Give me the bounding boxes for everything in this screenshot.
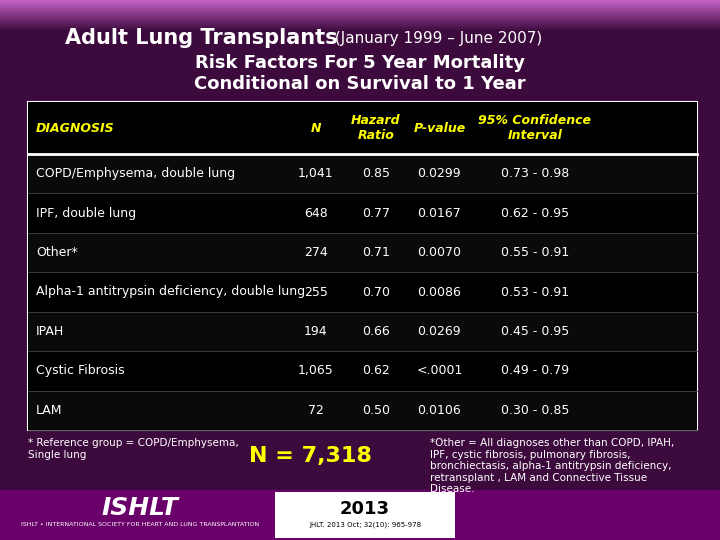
Text: 0.70: 0.70 [362,286,390,299]
Text: IPF, double lung: IPF, double lung [36,207,136,220]
FancyBboxPatch shape [28,102,697,430]
Text: ISHLT • INTERNATIONAL SOCIETY FOR HEART AND LUNG TRANSPLANTATION: ISHLT • INTERNATIONAL SOCIETY FOR HEART … [21,522,259,526]
FancyBboxPatch shape [0,15,720,17]
FancyBboxPatch shape [0,27,720,29]
Text: Alpha-1 antitrypsin deficiency, double lung: Alpha-1 antitrypsin deficiency, double l… [36,286,305,299]
Text: 0.77: 0.77 [362,207,390,220]
FancyBboxPatch shape [0,4,720,6]
Text: 255: 255 [304,286,328,299]
FancyBboxPatch shape [0,18,720,19]
FancyBboxPatch shape [28,154,697,193]
Text: IPAH: IPAH [36,325,64,338]
Text: 0.50: 0.50 [362,404,390,417]
Text: 0.62: 0.62 [362,364,390,377]
FancyBboxPatch shape [0,9,720,11]
FancyBboxPatch shape [275,492,455,538]
Text: 0.53 - 0.91: 0.53 - 0.91 [500,286,569,299]
Text: <.0001: <.0001 [416,364,463,377]
Text: 194: 194 [304,325,328,338]
FancyBboxPatch shape [0,24,720,25]
FancyBboxPatch shape [0,25,720,27]
Text: 0.55 - 0.91: 0.55 - 0.91 [500,246,569,259]
FancyBboxPatch shape [0,0,720,2]
FancyBboxPatch shape [0,21,720,23]
Text: Adult Lung Transplants: Adult Lung Transplants [65,28,338,48]
Text: 95% Confidence
Interval: 95% Confidence Interval [478,114,591,142]
Text: 0.0070: 0.0070 [418,246,462,259]
FancyBboxPatch shape [0,12,720,14]
Text: 0.73 - 0.98: 0.73 - 0.98 [500,167,569,180]
Text: 648: 648 [304,207,328,220]
Text: 1,065: 1,065 [298,364,333,377]
FancyBboxPatch shape [0,14,720,15]
Text: * Reference group = COPD/Emphysema,
Single lung: * Reference group = COPD/Emphysema, Sing… [28,438,239,460]
Text: DIAGNOSIS: DIAGNOSIS [36,122,114,134]
FancyBboxPatch shape [0,490,720,540]
Text: P-value: P-value [413,122,466,134]
Text: 0.30 - 0.85: 0.30 - 0.85 [500,404,569,417]
FancyBboxPatch shape [0,10,720,12]
Text: 0.49 - 0.79: 0.49 - 0.79 [500,364,569,377]
Text: 1,041: 1,041 [298,167,333,180]
Text: *Other = All diagnoses other than COPD, IPAH,
IPF, cystic fibrosis, pulmonary fi: *Other = All diagnoses other than COPD, … [430,438,674,495]
FancyBboxPatch shape [0,0,720,15]
Text: Hazard
Ratio: Hazard Ratio [351,114,401,142]
Text: N: N [310,122,321,134]
FancyBboxPatch shape [28,193,697,233]
FancyBboxPatch shape [28,102,697,154]
Text: 0.71: 0.71 [362,246,390,259]
Text: 2013: 2013 [340,500,390,518]
FancyBboxPatch shape [0,29,720,30]
Text: COPD/Emphysema, double lung: COPD/Emphysema, double lung [36,167,235,180]
FancyBboxPatch shape [0,2,720,3]
FancyBboxPatch shape [0,8,720,9]
FancyBboxPatch shape [0,19,720,21]
FancyBboxPatch shape [0,3,720,5]
Text: 0.62 - 0.95: 0.62 - 0.95 [500,207,569,220]
Text: Conditional on Survival to 1 Year: Conditional on Survival to 1 Year [194,75,526,93]
Text: 0.0167: 0.0167 [418,207,462,220]
Text: Cystic Fibrosis: Cystic Fibrosis [36,364,125,377]
Text: 0.0086: 0.0086 [418,286,462,299]
FancyBboxPatch shape [0,23,720,24]
FancyBboxPatch shape [28,312,697,351]
Text: 274: 274 [304,246,328,259]
FancyBboxPatch shape [28,272,697,312]
Text: ISHLT: ISHLT [102,496,179,520]
FancyBboxPatch shape [0,6,720,8]
Text: JHLT. 2013 Oct; 32(10): 965-978: JHLT. 2013 Oct; 32(10): 965-978 [309,522,421,528]
Text: N = 7,318: N = 7,318 [248,446,372,466]
Text: 0.0299: 0.0299 [418,167,462,180]
Text: 0.66: 0.66 [362,325,390,338]
Text: 0.45 - 0.95: 0.45 - 0.95 [500,325,569,338]
Text: 0.85: 0.85 [362,167,390,180]
Text: 0.0106: 0.0106 [418,404,462,417]
Text: Risk Factors For 5 Year Mortality: Risk Factors For 5 Year Mortality [195,54,525,72]
Text: 72: 72 [307,404,323,417]
Text: (January 1999 – June 2007): (January 1999 – June 2007) [330,30,542,45]
Text: Other*: Other* [36,246,78,259]
FancyBboxPatch shape [0,17,720,18]
FancyBboxPatch shape [28,351,697,390]
Text: LAM: LAM [36,404,63,417]
Text: 0.0269: 0.0269 [418,325,462,338]
FancyBboxPatch shape [28,390,697,430]
FancyBboxPatch shape [28,233,697,272]
